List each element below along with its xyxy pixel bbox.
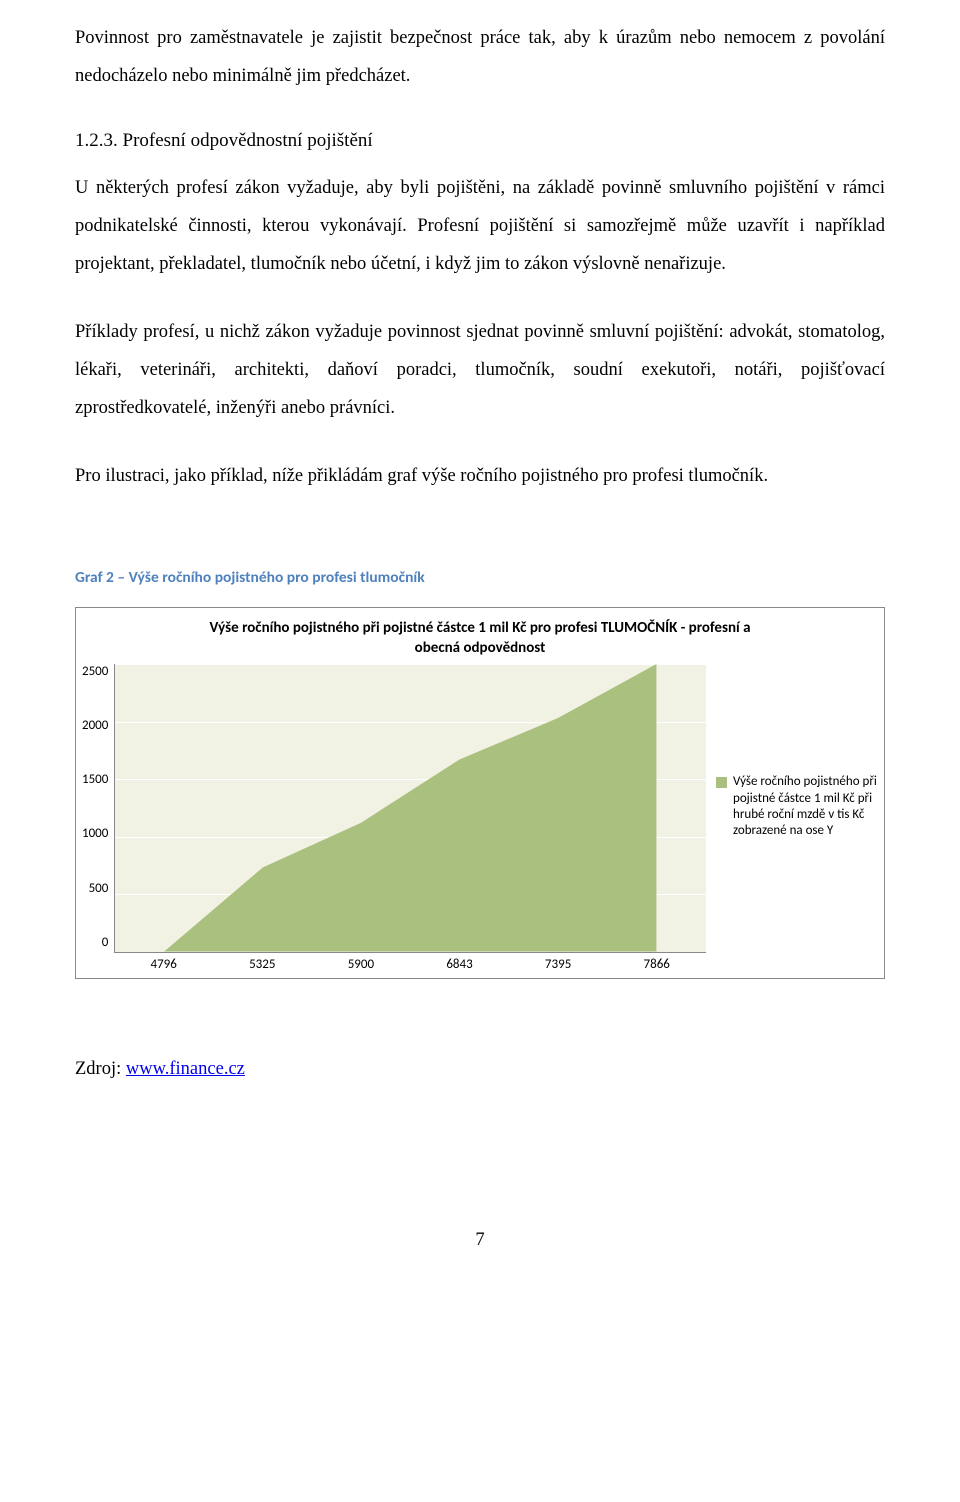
x-axis: 4796 5325 5900 6843 7395 7866 xyxy=(114,953,706,972)
y-tick: 0 xyxy=(102,935,109,950)
source-prefix: Zdroj: xyxy=(75,1059,126,1079)
x-tick: 7395 xyxy=(509,957,608,972)
section-heading: 1.2.3. Profesní odpovědnostní pojištění xyxy=(75,126,885,156)
legend: Výše ročního pojistného při pojistné čás… xyxy=(706,664,878,972)
y-tick: 500 xyxy=(89,881,109,896)
legend-swatch xyxy=(716,777,727,788)
x-tick: 4796 xyxy=(114,957,213,972)
x-tick: 7866 xyxy=(607,957,706,972)
y-tick: 1000 xyxy=(82,826,108,841)
chart: Výše ročního pojistného při pojistné čás… xyxy=(75,607,885,979)
y-tick: 1500 xyxy=(82,772,108,787)
plot-area xyxy=(114,664,706,953)
y-tick: 2000 xyxy=(82,718,108,733)
paragraph-2: U některých profesí zákon vyžaduje, aby … xyxy=(75,170,885,284)
y-tick: 2500 xyxy=(82,664,108,679)
source-link[interactable]: www.finance.cz xyxy=(126,1059,245,1079)
x-tick: 5900 xyxy=(312,957,411,972)
x-tick: 6843 xyxy=(410,957,509,972)
paragraph-4: Pro ilustraci, jako příklad, níže přiklá… xyxy=(75,458,885,496)
legend-label: Výše ročního pojistného při pojistné čás… xyxy=(733,774,878,839)
paragraph-1: Povinnost pro zaměstnavatele je zajistit… xyxy=(75,20,885,96)
page-number: 7 xyxy=(75,1230,885,1251)
chart-title: Výše ročního pojistného při pojistné čás… xyxy=(76,608,884,665)
chart-caption: Graf 2 – Výše ročního pojistného pro pro… xyxy=(75,568,885,587)
x-tick: 5325 xyxy=(213,957,312,972)
y-axis: 2500 2000 1500 1000 500 0 xyxy=(82,664,114,972)
source-line: Zdroj: www.finance.cz xyxy=(75,1059,885,1080)
paragraph-3: Příklady profesí, u nichž zákon vyžaduje… xyxy=(75,314,885,428)
